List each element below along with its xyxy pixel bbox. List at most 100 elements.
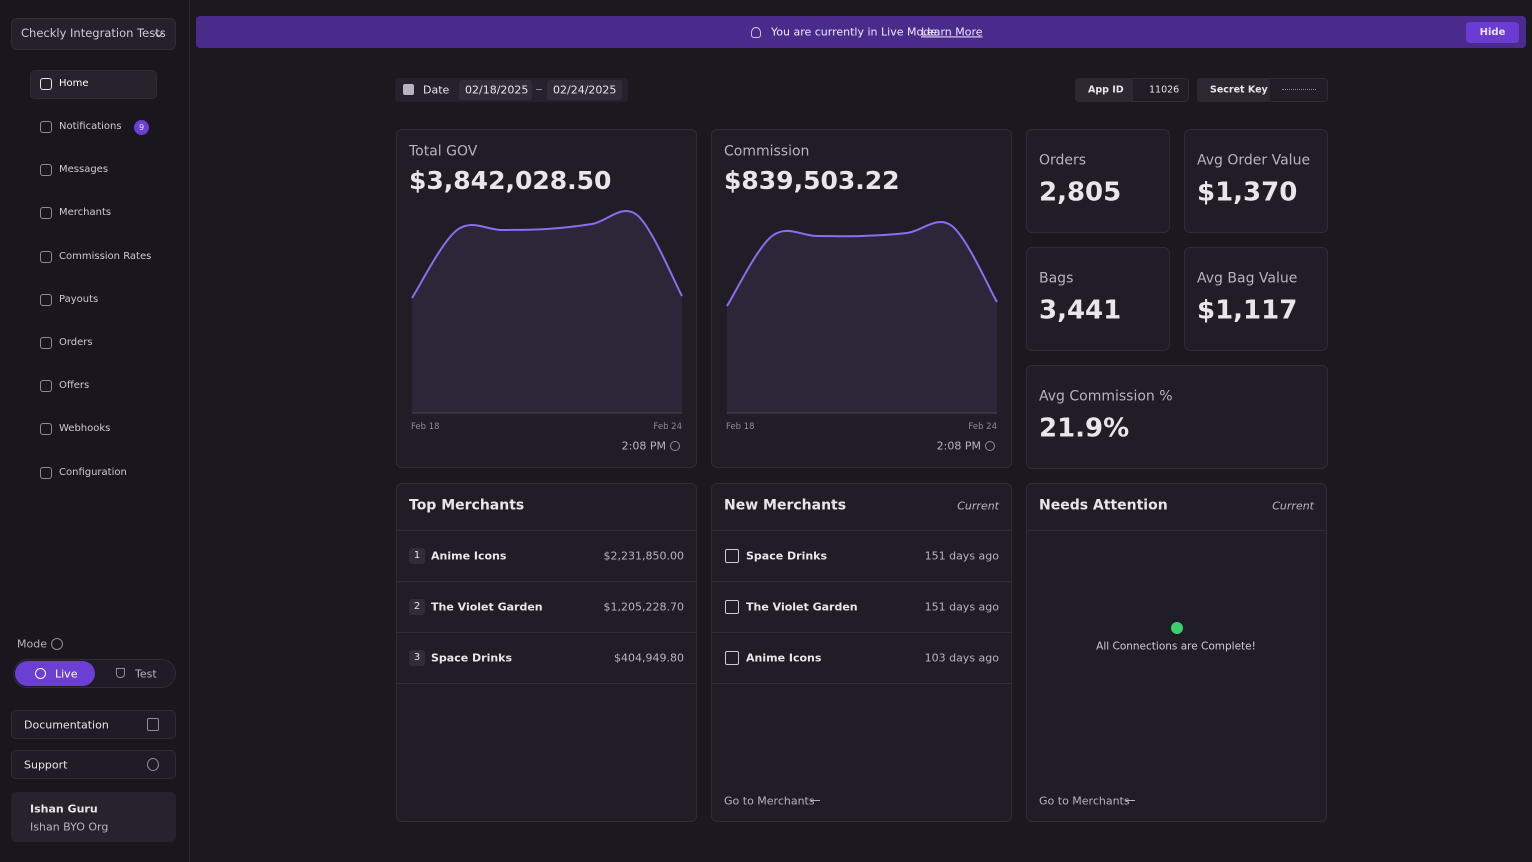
nav-item[interactable]: Offers	[59, 380, 90, 391]
icon	[40, 467, 52, 479]
live-icon	[35, 668, 46, 679]
badge-count: 9	[138, 122, 145, 132]
merchant-name[interactable]: The Violet Garden	[746, 600, 858, 614]
icon	[40, 251, 52, 263]
divider	[1026, 530, 1327, 531]
live-pill[interactable]	[15, 661, 95, 686]
clock-icon	[670, 441, 680, 451]
banner-link[interactable]: Learn More	[921, 25, 983, 39]
divider	[711, 683, 1012, 684]
icon	[40, 78, 52, 90]
nav-item[interactable]: Commission Rates	[59, 251, 152, 262]
stat-title: Bags	[1039, 270, 1074, 287]
hide-button[interactable]	[1466, 22, 1519, 43]
divider	[711, 530, 1012, 531]
store-icon	[725, 600, 739, 614]
icon	[40, 337, 52, 349]
stat-title: Avg Order Value	[1197, 152, 1311, 169]
row-value: $1,205,228.70	[603, 600, 684, 614]
sidebar-link[interactable]	[11, 710, 176, 739]
hide-text[interactable]: Hide	[1479, 26, 1506, 38]
link-icon	[147, 718, 159, 731]
mode-live[interactable]: Live	[55, 667, 78, 681]
merchant-name[interactable]: Anime Icons	[431, 549, 507, 563]
merchant-name[interactable]: The Violet Garden	[431, 600, 543, 614]
rank: 1	[413, 550, 421, 561]
sidebar-link-text[interactable]: Documentation	[24, 718, 109, 732]
stat-card	[1026, 365, 1328, 469]
row-value: 103 days ago	[924, 651, 999, 665]
attention-message: All Connections are Complete!	[1096, 640, 1256, 653]
icon	[40, 164, 52, 176]
card-link[interactable]: Go to Merchants	[724, 794, 815, 808]
bulb-icon	[751, 27, 761, 38]
arrow-icon	[811, 800, 820, 802]
stat-card	[1026, 247, 1170, 351]
rank-box	[409, 548, 425, 564]
app-id-label: App ID	[1088, 84, 1124, 96]
date-start[interactable]: 02/18/2025	[465, 83, 529, 97]
chart-title: Commission	[724, 143, 810, 160]
date-end-box[interactable]	[547, 80, 622, 100]
row-value: 151 days ago	[924, 600, 999, 614]
check-icon	[1171, 622, 1183, 634]
user-name: Ishan Guru	[30, 802, 98, 816]
card-title: New Merchants	[724, 497, 847, 514]
info-icon	[51, 638, 63, 650]
badge	[134, 120, 149, 135]
stat-value: 3,441	[1039, 295, 1122, 326]
nav-item[interactable]: Configuration	[59, 467, 127, 478]
icon	[40, 207, 52, 219]
card-link[interactable]: Go to Merchants	[1039, 794, 1130, 808]
row-value: 151 days ago	[924, 549, 999, 563]
test-icon	[116, 668, 125, 678]
card-tag: Current	[1272, 499, 1314, 513]
mode-test[interactable]: Test	[135, 667, 157, 681]
x-start: Feb 18	[726, 421, 755, 432]
merchant-name[interactable]: Anime Icons	[746, 651, 822, 665]
link-icon	[147, 758, 159, 771]
divider	[396, 683, 697, 684]
nav-item[interactable]: Merchants	[59, 207, 112, 218]
banner	[196, 16, 1526, 48]
date-end[interactable]: 02/24/2025	[553, 83, 617, 97]
banner-message: You are currently in Live Mode.	[771, 25, 941, 39]
nav-active[interactable]	[30, 70, 157, 99]
merchant-name[interactable]: Space Drinks	[431, 651, 513, 665]
stat-value: $1,117	[1197, 295, 1298, 326]
row-value: $2,231,850.00	[603, 549, 684, 563]
card-title: Top Merchants	[409, 497, 525, 514]
stat-title: Avg Commission %	[1039, 388, 1173, 405]
x-start: Feb 18	[411, 421, 440, 432]
org-select[interactable]	[11, 18, 176, 50]
store-icon	[725, 549, 739, 563]
stat-value: 21.9%	[1039, 413, 1130, 444]
nav-item[interactable]: Webhooks	[59, 423, 111, 434]
chart-value: $3,842,028.50	[409, 166, 612, 195]
chart-value: $839,503.22	[724, 166, 900, 195]
nav-item[interactable]: Notifications	[59, 121, 122, 132]
nav-item[interactable]: Orders	[59, 337, 93, 348]
rank: 3	[413, 652, 421, 663]
rank-box	[409, 650, 425, 666]
arrow-icon	[1126, 800, 1135, 802]
nav-item[interactable]: Messages	[59, 164, 109, 175]
nav-item[interactable]: Payouts	[59, 294, 99, 305]
x-end: Feb 24	[653, 421, 682, 432]
app-id-value: 11026	[1149, 84, 1180, 96]
nav-item[interactable]: Home	[59, 78, 89, 89]
secret-label-box	[1197, 78, 1270, 102]
merchant-name[interactable]: Space Drinks	[746, 549, 828, 563]
sidebar-link[interactable]	[11, 750, 176, 779]
list-card	[711, 483, 1012, 822]
date-start-box[interactable]	[459, 80, 532, 100]
clock-icon	[985, 441, 995, 451]
card-tag: Current	[957, 499, 999, 513]
secret-dots	[1282, 89, 1316, 90]
stat-card	[1184, 247, 1328, 351]
list-card	[1026, 483, 1327, 822]
sidebar-link-text[interactable]: Support	[24, 758, 68, 772]
mode-label: Mode	[17, 637, 47, 651]
icon	[40, 121, 52, 133]
